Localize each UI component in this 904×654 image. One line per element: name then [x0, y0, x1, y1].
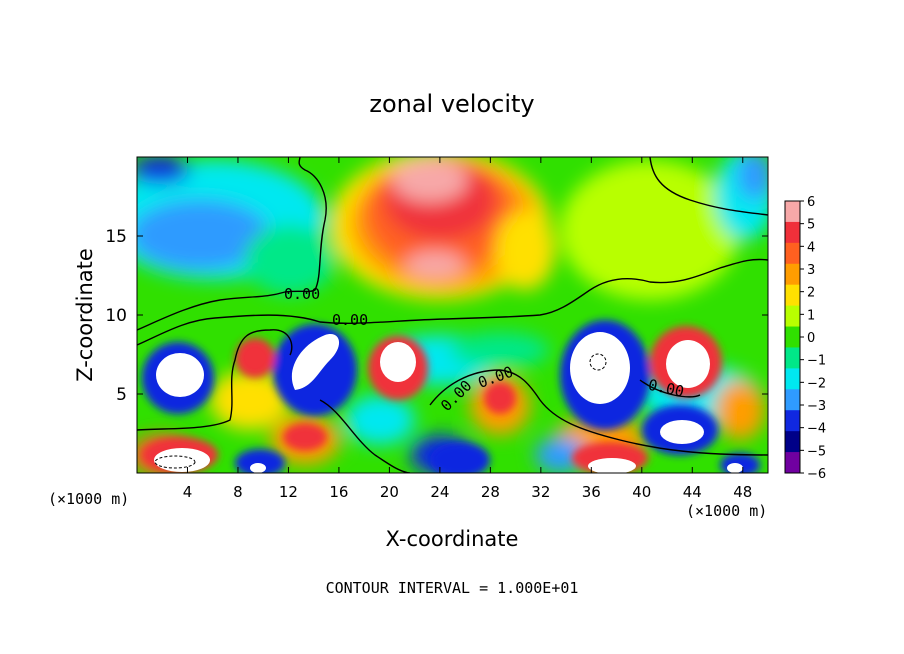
- colorbar-tick-label: 6: [807, 195, 815, 210]
- x-tick-label: 20: [380, 483, 399, 501]
- x-tick-label: 24: [430, 483, 449, 501]
- colorbar-tick-label: 3: [807, 263, 815, 278]
- heatmap-field: [137, 157, 768, 473]
- x-axis-label: X-coordinate: [386, 527, 519, 551]
- colorbar-tick-label: −5: [807, 444, 826, 459]
- contour-interval-footer: CONTOUR INTERVAL = 1.000E+01: [326, 579, 579, 597]
- contour-label: 0.00: [332, 311, 368, 329]
- x-tick-label: 8: [233, 483, 243, 501]
- x-tick-label: 48: [733, 483, 752, 501]
- colorbar-swatch: [785, 326, 800, 348]
- colorbar-swatch: [785, 389, 800, 411]
- y-axis: 5 10 15: [105, 227, 768, 405]
- colorbar-tick-label: 2: [807, 286, 815, 301]
- colorbar-swatch: [785, 305, 800, 328]
- heatmap-blobs-soft: [137, 157, 768, 473]
- colorbar-swatch: [785, 263, 800, 286]
- colorbar-tick-label: −3: [807, 399, 826, 414]
- y-tick-label: 15: [105, 227, 127, 247]
- colorbar-tick-label: 5: [807, 218, 815, 233]
- x-unit-label-left: (×1000 m): [48, 490, 129, 508]
- colorbar-swatch: [785, 242, 800, 265]
- colorbar-tick-label: −2: [807, 376, 826, 391]
- x-tick-label: 40: [632, 483, 651, 501]
- chart-title: zonal velocity: [369, 90, 534, 118]
- y-axis-label: Z-coordinate: [73, 248, 97, 382]
- colorbar-tick-label: −4: [807, 422, 826, 437]
- colorbar-tick-label: 0: [807, 331, 815, 346]
- x-tick-label: 28: [481, 483, 500, 501]
- colorbar-swatch: [785, 347, 800, 369]
- colorbar-swatch: [785, 431, 800, 453]
- colorbar-swatch: [785, 410, 800, 432]
- colorbar-swatch: [785, 221, 800, 244]
- colorbar-swatch: [785, 201, 800, 223]
- colorbar-tick-label: −6: [807, 467, 826, 482]
- contour-label: 0.00: [284, 285, 320, 303]
- colorbar-swatch: [785, 368, 800, 390]
- x-unit-label-right: (×1000 m): [686, 502, 767, 520]
- y-tick-label: 10: [105, 306, 127, 326]
- x-tick-label: 32: [531, 483, 550, 501]
- x-axis: 4 8 12 16 20 24 28 32 36 40 44 48: [183, 157, 752, 501]
- colorbar-swatch: [785, 452, 800, 474]
- colorbar-tick-label: 4: [807, 240, 815, 255]
- zero-contours: [137, 157, 768, 473]
- x-tick-label: 16: [329, 483, 348, 501]
- x-tick-label: 12: [279, 483, 298, 501]
- colorbar-swatch: [785, 284, 800, 307]
- colorbar: 6 5 4 3 2 1 0 −1 −2 −3 −4 −5 −6: [784, 195, 826, 482]
- colorbar-tick-label: −1: [807, 354, 826, 369]
- x-tick-label: 44: [683, 483, 702, 501]
- x-tick-label: 36: [582, 483, 601, 501]
- y-tick-label: 5: [116, 385, 127, 405]
- colorbar-tick-label: 1: [807, 308, 815, 323]
- heatmap-saturated-cores: [154, 332, 743, 473]
- dashed-contours: [154, 353, 607, 469]
- x-tick-label: 4: [183, 483, 193, 501]
